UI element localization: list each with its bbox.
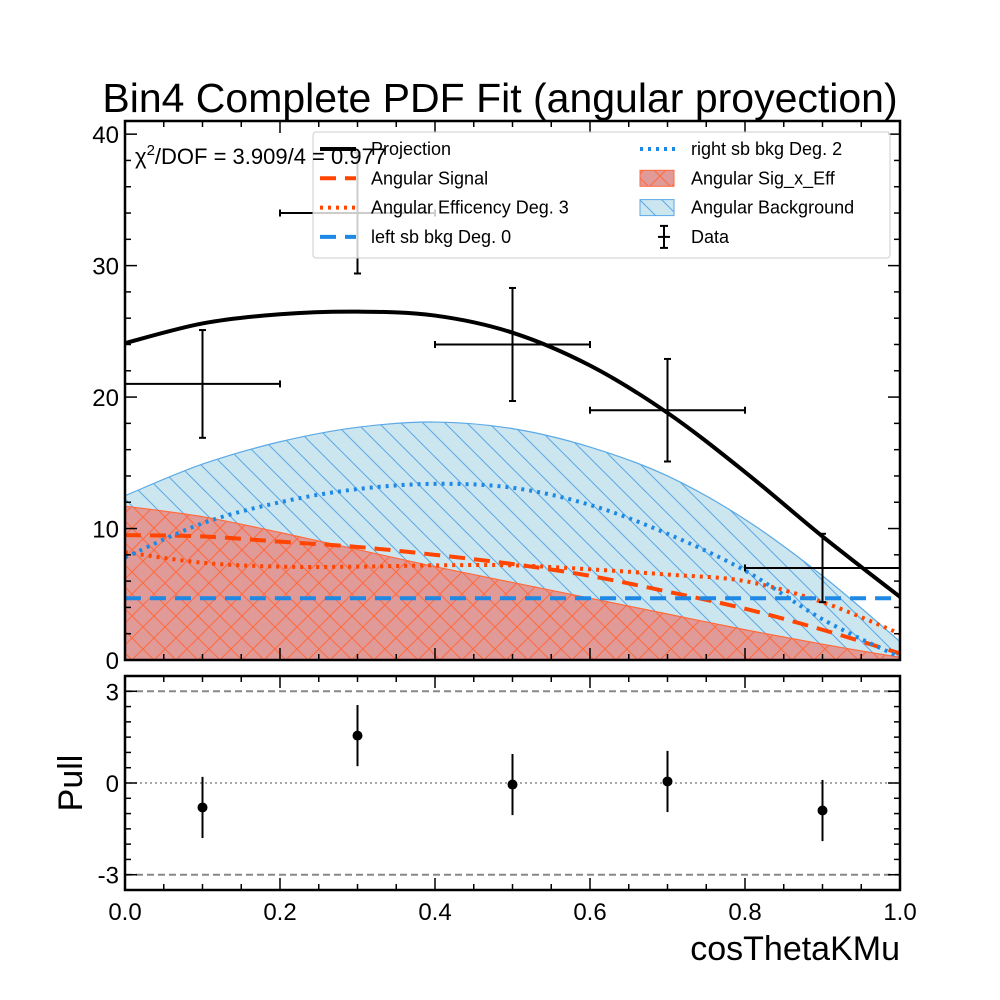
series-projection-line [125,309,900,599]
chi2-symbol: χ [135,144,147,169]
y-tick-label: 0 [106,648,119,675]
pull-marker [352,730,363,741]
legend-label: right sb bkg Deg. 2 [691,139,842,159]
legend-entry-projection: Projection [320,139,451,159]
pull-marker [662,776,673,787]
y-tick-label: -3 [98,863,119,890]
pull-plot-tick-labels: -3 0 3 0.0 0.2 0.4 0.6 0.8 1.0 [98,679,917,926]
legend: Projection Angular Signal Angular Efficenc… [312,131,891,259]
chi2-annotation: χ2/DOF = 3.909/4 = 0.977 [135,142,386,169]
pull-plot-ticks [124,675,901,891]
main-plot: 0 10 20 30 40 [92,119,902,675]
pull-point [352,705,363,767]
legend-label: Angular Background [691,198,854,218]
data-point [434,286,591,403]
x-tick-label: 0.4 [418,899,451,926]
y-tick-label: 3 [106,679,119,706]
legend-label: Angular Sig_x_Eff [691,168,836,189]
legend-label: Projection [371,139,451,159]
legend-entry-data: Data [658,224,730,249]
series-angular-sig-x-eff-hatch [125,506,900,660]
legend-entry-angular-sig-x-eff: Angular Sig_x_Eff [639,168,836,189]
pull-plot: -3 0 3 0.0 0.2 0.4 0.6 0.8 1.0 [98,674,917,926]
y-tick-label: 20 [92,385,119,412]
y-tick-label: 30 [92,254,119,281]
x-axis-label: cosThetaKMu [690,930,900,968]
data-point [589,357,746,463]
data-point [124,329,281,439]
legend-swatch-hatch [640,199,674,216]
pull-point [662,750,673,813]
legend-label: Angular Signal [371,168,488,188]
pull-marker [817,805,828,816]
legend-entry-angular-background: Angular Background [639,198,854,218]
x-tick-label: 0.2 [263,899,296,926]
chi2-value: /DOF = 3.909/4 = 0.977 [155,144,386,169]
model-curves [125,309,900,660]
legend-label: Data [691,227,730,247]
series-angular-sig-x-eff-edge [125,505,900,658]
x-tick-label: 0.0 [108,899,141,926]
pull-points [197,705,828,842]
y-tick-label: 10 [92,517,119,544]
pull-point [817,779,828,842]
pull-reference-lines [125,690,900,876]
legend-label: Angular Efficency Deg. 3 [371,198,569,218]
chi2-superscript: 2 [147,142,155,159]
chart-title: Bin4 Complete PDF Fit (angular proyectio… [102,75,897,121]
legend-label: left sb bkg Deg. 0 [371,227,511,247]
legend-entry-angular-efficency-deg-3: Angular Efficency Deg. 3 [320,198,569,218]
legend-entry-left-sb-bkg-deg-0: left sb bkg Deg. 0 [320,227,511,247]
main-plot-ticks [124,121,901,661]
area-fills [125,421,900,660]
x-tick-label: 0.8 [728,899,761,926]
main-plot-tick-labels: 0 10 20 30 40 [92,122,119,675]
legend-entries: Projection Angular Signal Angular Efficenc… [320,139,854,249]
legend-swatch-hatch [640,170,674,187]
pull-marker [507,779,518,790]
y-tick-label: 0 [106,771,119,798]
legend-entry-right-sb-bkg-deg-2: right sb bkg Deg. 2 [640,139,842,159]
x-tick-label: 1.0 [883,899,916,926]
legend-entry-angular-signal: Angular Signal [320,168,488,188]
series-angular-signal-line [125,533,900,656]
y-tick-label: 40 [92,122,119,149]
pull-axis-label: Pull [52,755,90,812]
series-right-sb-bkg-deg-2-line [125,481,900,660]
legend-box [312,131,891,259]
pull-marker [197,802,208,813]
pull-point [507,753,518,816]
pull-point [197,776,208,839]
x-tick-label: 0.6 [573,899,606,926]
series-angular-background-edge [125,421,900,643]
